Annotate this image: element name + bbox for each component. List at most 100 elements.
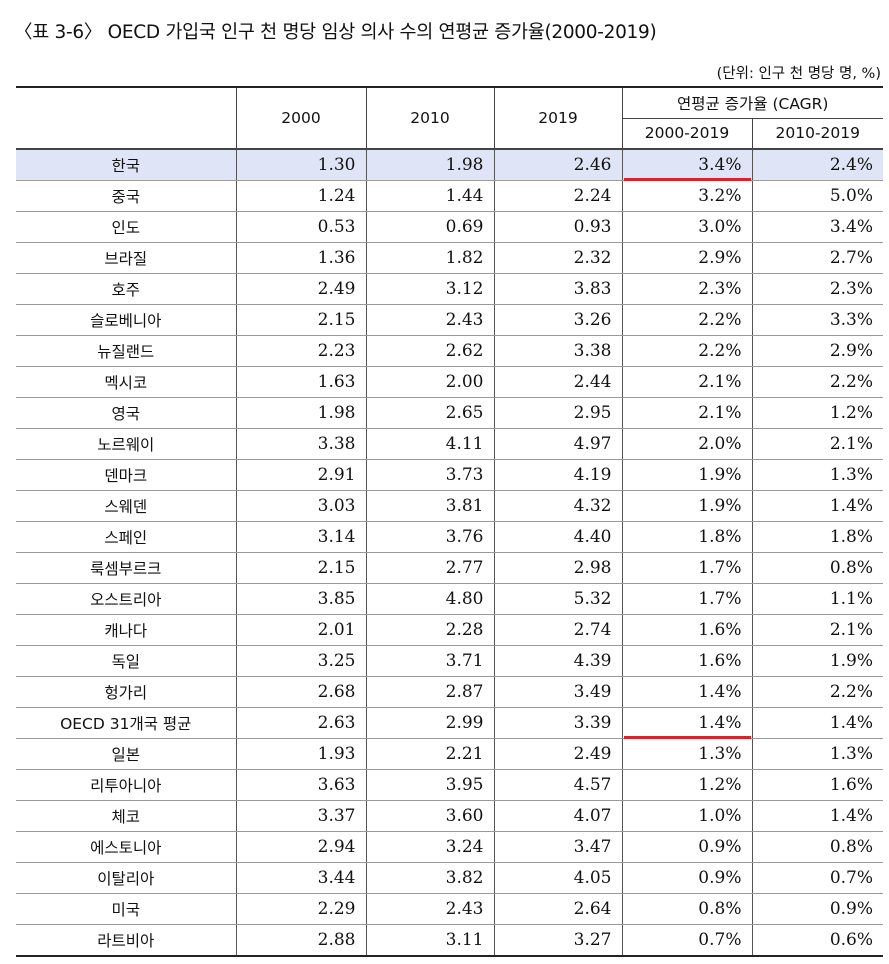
value-cell-c1: 2.9% — [621, 242, 752, 274]
value-cell-v2019: 2.49 — [493, 738, 622, 770]
value-cell-v2000: 2.94 — [235, 831, 366, 863]
table-row: 오스트리아 3.85 4.80 5.32 1.7% 1.1% — [16, 583, 884, 615]
value-cell-c1: 2.2% — [621, 304, 752, 336]
value-cell-v2019: 3.83 — [493, 273, 622, 305]
value-cell-c2: 0.7% — [751, 862, 884, 894]
country-cell: 스웨덴 — [16, 490, 236, 522]
value-cell-c1: 2.1% — [621, 366, 752, 398]
value-cell-v2019: 3.27 — [493, 924, 622, 957]
country-cell: 영국 — [16, 397, 236, 429]
table-row: 스페인 3.14 3.76 4.40 1.8% 1.8% — [16, 521, 884, 553]
value-cell-v2019: 4.05 — [493, 862, 622, 894]
value-cell-c2: 2.9% — [751, 335, 884, 367]
value-cell-c1: 3.0% — [621, 211, 752, 243]
table-row: 중국 1.24 1.44 2.24 3.2% 5.0% — [16, 180, 884, 212]
value-cell-c1: 1.2% — [621, 769, 752, 801]
value-cell-c1: 0.9% — [621, 862, 752, 894]
value-cell-v2010: 3.11 — [365, 924, 494, 957]
header-country — [16, 86, 237, 150]
value-cell-v2019: 3.49 — [493, 676, 622, 708]
country-cell: 오스트리아 — [16, 583, 236, 615]
value-cell-c2: 1.1% — [751, 583, 884, 615]
value-cell-v2010: 3.71 — [365, 645, 494, 677]
value-cell-v2000: 2.15 — [235, 552, 366, 584]
value-cell-c1: 1.6% — [621, 614, 752, 646]
value-cell-v2019: 3.26 — [493, 304, 622, 336]
value-cell-v2019: 5.32 — [493, 583, 622, 615]
country-cell: 인도 — [16, 211, 236, 243]
value-cell-v2019: 4.57 — [493, 769, 622, 801]
value-cell-v2000: 2.15 — [235, 304, 366, 336]
value-cell-c2: 2.2% — [751, 366, 884, 398]
value-cell-v2010: 2.00 — [365, 366, 494, 398]
value-cell-v2010: 4.11 — [365, 428, 494, 460]
value-cell-v2010: 0.69 — [365, 211, 494, 243]
value-cell-c1: 1.3% — [621, 738, 752, 770]
value-cell-v2019: 2.98 — [493, 552, 622, 584]
value-cell-v2000: 3.63 — [235, 769, 366, 801]
value-cell-c1: 1.6% — [621, 645, 752, 677]
header-2010: 2010 — [365, 86, 495, 150]
value-cell-v2019: 2.44 — [493, 366, 622, 398]
value-cell-c2: 5.0% — [751, 180, 884, 212]
value-cell-v2000: 3.38 — [235, 428, 366, 460]
value-cell-v2010: 2.87 — [365, 676, 494, 708]
highlight-underline-korea — [624, 177, 751, 181]
country-cell: 이탈리아 — [16, 862, 236, 894]
value-cell-v2000: 1.24 — [235, 180, 366, 212]
value-cell-c2: 1.3% — [751, 459, 884, 491]
table-row: 독일 3.25 3.71 4.39 1.6% 1.9% — [16, 645, 884, 677]
country-cell: 한국 — [16, 149, 236, 181]
value-cell-c1: 1.9% — [621, 459, 752, 491]
table-row: 일본 1.93 2.21 2.49 1.3% 1.3% — [16, 738, 884, 770]
value-cell-c1: 2.0% — [621, 428, 752, 460]
country-cell: OECD 31개국 평균 — [16, 707, 236, 739]
value-cell-c1: 0.8% — [621, 893, 752, 925]
table-row: 체코 3.37 3.60 4.07 1.0% 1.4% — [16, 800, 884, 832]
header-2000: 2000 — [235, 86, 367, 150]
table-row: 덴마크 2.91 3.73 4.19 1.9% 1.3% — [16, 459, 884, 491]
value-cell-v2000: 3.03 — [235, 490, 366, 522]
value-cell-v2010: 2.43 — [365, 893, 494, 925]
value-cell-v2019: 2.64 — [493, 893, 622, 925]
table-row: 미국 2.29 2.43 2.64 0.8% 0.9% — [16, 893, 884, 925]
cagr-table: 2000 2010 2019 연평균 증가율 (CAGR) 2000-2019 … — [16, 86, 884, 957]
value-cell-v2019: 4.39 — [493, 645, 622, 677]
value-cell-c1: 1.7% — [621, 552, 752, 584]
value-cell-v2000: 3.25 — [235, 645, 366, 677]
value-cell-c2: 1.2% — [751, 397, 884, 429]
table-row: 노르웨이 3.38 4.11 4.97 2.0% 2.1% — [16, 428, 884, 460]
value-cell-v2000: 2.88 — [235, 924, 366, 957]
country-cell: 룩셈부르크 — [16, 552, 236, 584]
value-cell-c1: 1.4% — [621, 676, 752, 708]
header-cagr-2000-2019: 2000-2019 — [621, 117, 753, 150]
table-row: 룩셈부르크 2.15 2.77 2.98 1.7% 0.8% — [16, 552, 884, 584]
value-cell-c1: 3.4% — [621, 149, 752, 181]
value-cell-v2010: 2.99 — [365, 707, 494, 739]
value-cell-v2010: 4.80 — [365, 583, 494, 615]
country-cell: 헝가리 — [16, 676, 236, 708]
value-cell-c2: 1.4% — [751, 800, 884, 832]
table-body: 한국 1.30 1.98 2.46 3.4% 2.4% 중국 1.24 1.44 2.24 3.2%… — [16, 149, 884, 957]
value-cell-v2019: 3.39 — [493, 707, 622, 739]
value-cell-v2019: 3.47 — [493, 831, 622, 863]
value-cell-v2010: 3.81 — [365, 490, 494, 522]
table-row: OECD 31개국 평균 2.63 2.99 3.39 1.4% 1.4% — [16, 707, 884, 739]
table-row: 스웨덴 3.03 3.81 4.32 1.9% 1.4% — [16, 490, 884, 522]
value-cell-c2: 1.6% — [751, 769, 884, 801]
value-cell-c1: 1.9% — [621, 490, 752, 522]
table-row: 슬로베니아 2.15 2.43 3.26 2.2% 3.3% — [16, 304, 884, 336]
country-cell: 슬로베니아 — [16, 304, 236, 336]
value-cell-v2000: 1.98 — [235, 397, 366, 429]
value-cell-v2019: 4.97 — [493, 428, 622, 460]
value-cell-c2: 1.3% — [751, 738, 884, 770]
table-row: 캐나다 2.01 2.28 2.74 1.6% 2.1% — [16, 614, 884, 646]
value-cell-v2000: 3.44 — [235, 862, 366, 894]
country-cell: 스페인 — [16, 521, 236, 553]
country-cell: 브라질 — [16, 242, 236, 274]
value-cell-c2: 1.4% — [751, 490, 884, 522]
highlight-underline-oecd-average — [624, 735, 751, 739]
country-cell: 멕시코 — [16, 366, 236, 398]
value-cell-v2019: 2.24 — [493, 180, 622, 212]
value-cell-c1: 0.9% — [621, 831, 752, 863]
